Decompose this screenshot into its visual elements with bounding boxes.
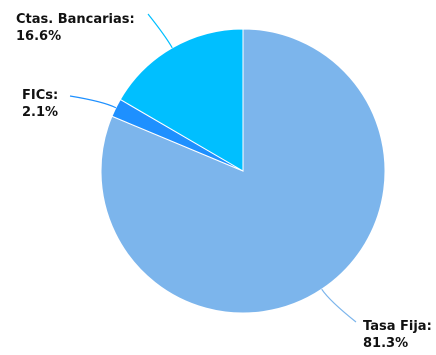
leader-lines (69, 13, 357, 323)
label-ctas-bancarias-name: Ctas. Bancarias: (16, 12, 135, 27)
label-tasa-fija-name: Tasa Fija: (363, 319, 432, 334)
label-ctas-bancarias: Ctas. Bancarias: 16.6% (16, 12, 139, 44)
label-fics-name: FICs: (22, 88, 58, 103)
label-fics: FICs: 2.1% (22, 88, 63, 120)
leader-line-tasa-fija (321, 288, 357, 323)
slice-labels: Ctas. Bancarias: 16.6% FICs: 2.1% Tasa F… (16, 12, 436, 351)
pie-slice-ctas-bancarias (119, 28, 244, 172)
label-fics-value: 2.1% (22, 105, 58, 120)
label-tasa-fija: Tasa Fija: 81.3% (363, 319, 436, 351)
pie-slices (100, 28, 386, 314)
label-ctas-bancarias-value: 16.6% (16, 29, 61, 44)
label-tasa-fija-value: 81.3% (363, 336, 408, 351)
leader-line-fics (69, 95, 117, 109)
leader-line-ctas-bancarias (147, 13, 173, 49)
